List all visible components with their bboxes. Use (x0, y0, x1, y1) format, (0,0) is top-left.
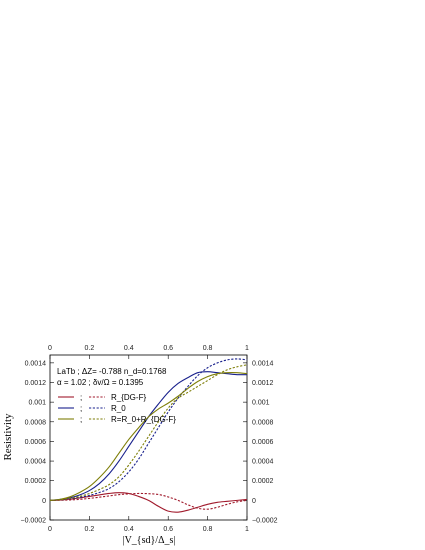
legend-label: R_{DG-F} (111, 393, 146, 402)
y-tick-label-right: 0 (252, 498, 256, 505)
legend-separator: ; (80, 404, 82, 413)
series-line-4-dashed (49, 358, 248, 501)
y-tick-label-left: 0.0012 (25, 380, 47, 387)
y-tick-label-left: 0 (42, 498, 46, 505)
y-tick-label-right: 0.0002 (252, 478, 274, 485)
y-tick-label-left: 0.0006 (25, 439, 47, 446)
series-line-5-solid (49, 372, 248, 501)
y-tick-label-right: 0.0008 (252, 419, 274, 426)
legend-separator: ; (80, 415, 82, 424)
data-curves (49, 358, 248, 513)
legend-label: R=R_0+R_{DG-F} (111, 415, 176, 424)
legend-label: R_0 (111, 404, 126, 413)
y-tick-label-left: 0.001 (28, 400, 46, 407)
y-tick-label-left: 0.0008 (25, 419, 47, 426)
y-tick-label-left: 0.0004 (25, 459, 47, 466)
annotation-line-2: α = 1.02 ; δv/Ω = 0.1395 (57, 378, 144, 387)
x-tick-label-top: 0.8 (203, 345, 213, 352)
series-line-2-dashed (49, 492, 248, 510)
x-tick-label-top: 0.2 (85, 345, 95, 352)
axis-ticks (49, 355, 248, 521)
y-tick-label-right: 0.0012 (252, 380, 274, 387)
x-tick-label-bottom: 0.2 (85, 526, 95, 533)
y-tick-label-right: −0.0002 (252, 518, 278, 525)
y-tick-label-left: −0.0002 (21, 518, 47, 525)
y-tick-label-right: 0.0006 (252, 439, 274, 446)
y-tick-label-right: 0.001 (252, 400, 270, 407)
legend: ; R_{DG-F}; R_0; R=R_0+R_{DG-F} (58, 393, 176, 424)
legend-separator: ; (80, 393, 82, 402)
y-tick-label-left: 0.0002 (25, 478, 47, 485)
x-tick-label-bottom: 0.6 (163, 526, 173, 533)
x-tick-label-bottom: 0 (48, 526, 52, 533)
y-tick-label-left: 0.0014 (25, 360, 47, 367)
series-line-3-solid (49, 371, 248, 501)
y-tick-label-right: 0.0004 (252, 459, 274, 466)
x-tick-label-top: 0.6 (163, 345, 173, 352)
plot-frame (49, 354, 248, 521)
y-axis-label: Resistivity (2, 413, 14, 461)
annotation-line-1: LaTb ; ΔZ= -0.788 n_d=0.1768 (57, 367, 167, 376)
x-axis-label: |V_{sd}/Δ_s| (123, 535, 176, 546)
axis-tick-labels: 000.20.20.40.40.60.60.80.811−0.0002 −0.00… (21, 345, 278, 533)
x-tick-label-bottom: 1 (245, 526, 249, 533)
x-tick-label-bottom: 0.8 (203, 526, 213, 533)
series-line-1-solid (49, 492, 248, 513)
x-tick-label-top: 0.4 (124, 345, 134, 352)
annotation-block: LaTb ; ΔZ= -0.788 n_d=0.1768 α = 1.02 ; … (57, 367, 167, 387)
x-tick-label-top: 1 (245, 345, 249, 352)
y-tick-label-right: 0.0014 (252, 360, 274, 367)
x-tick-label-bottom: 0.4 (124, 526, 134, 533)
x-tick-label-top: 0 (48, 345, 52, 352)
